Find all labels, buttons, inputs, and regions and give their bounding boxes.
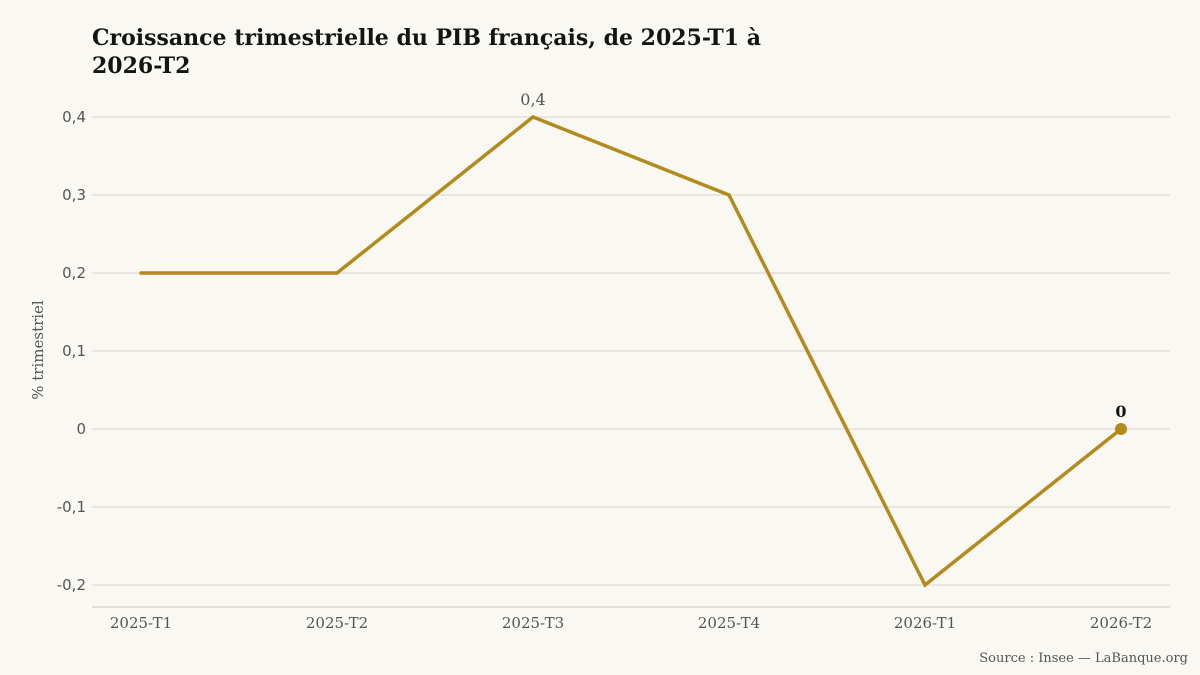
x-tick-label: 2025-T4 (698, 614, 760, 632)
y-tick-label: -0,2 (57, 576, 86, 594)
gridlines (92, 116, 1170, 586)
x-tick-label: 2025-T2 (306, 614, 368, 632)
y-axis-label: % trimestriel (29, 300, 47, 400)
chart-title: Croissance trimestrielle du PIB français… (92, 25, 761, 79)
series-line (141, 114, 1123, 588)
x-axis-ticks: 2025-T1 2025-T2 2025-T3 2025-T4 2026-T1 2026-… (110, 614, 1152, 632)
x-tick-label: 2025-T3 (502, 614, 564, 632)
y-tick-label: 0,1 (62, 342, 86, 360)
data-point (335, 271, 339, 275)
x-tick-label: 2026-T1 (894, 614, 956, 632)
data-label: 0,4 (520, 90, 545, 109)
y-tick-label: -0,1 (57, 498, 86, 516)
series-layer (139, 114, 1127, 588)
last-point-marker (1115, 423, 1127, 435)
data-label: 0 (1115, 402, 1126, 421)
y-tick-label: 0,4 (62, 108, 86, 126)
y-tick-label: 0,2 (62, 264, 86, 282)
data-point (531, 115, 535, 119)
y-tick-label: 0 (76, 420, 86, 438)
x-tick-label: 2026-T2 (1090, 614, 1152, 632)
data-point (139, 271, 143, 275)
y-tick-label: 0,3 (62, 186, 86, 204)
source-note: Source : Insee — LaBanque.org (979, 651, 1188, 666)
data-labels: 0,40 (520, 90, 1126, 421)
data-point (727, 193, 731, 197)
data-point (923, 583, 927, 587)
y-axis-ticks: -0,2 -0,1 0 0,1 0,2 0,3 0,4 (57, 108, 86, 594)
x-tick-label: 2025-T1 (110, 614, 172, 632)
